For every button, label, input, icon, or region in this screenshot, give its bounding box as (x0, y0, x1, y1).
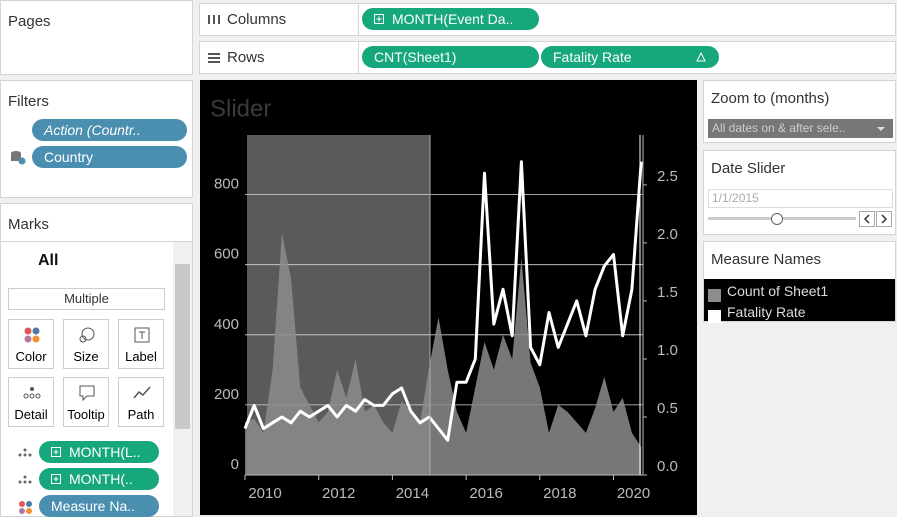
slider-thumb[interactable] (771, 213, 783, 225)
legend-label: Count of Sheet1 (727, 283, 829, 299)
y2-tick-label: 0.0 (657, 458, 678, 475)
dropdown-arrow (877, 127, 885, 131)
rows-pill[interactable]: Fatality Rate (541, 46, 719, 68)
zoom-title: Zoom to (months) (711, 90, 830, 107)
y-tick-label: 800 (214, 176, 239, 193)
filter-pill[interactable]: Country (32, 146, 187, 168)
pages-title: Pages (8, 13, 51, 30)
x-tick-label: 2010 (248, 485, 281, 502)
scrollbar[interactable] (173, 242, 192, 516)
x-tick-label: 2016 (469, 485, 502, 502)
x-tick-label: 2020 (617, 485, 650, 502)
x-tick-label: 2018 (543, 485, 576, 502)
slider-arrows[interactable] (859, 211, 893, 227)
x-tick-label: 2012 (322, 485, 355, 502)
date-slider-card: Date Slider 1/1/2015 (703, 150, 896, 235)
date-input[interactable]: 1/1/2015 (708, 189, 893, 208)
columns-pill[interactable]: MONTH(Event Da.. (362, 8, 539, 30)
y2-tick-label: 2.0 (657, 226, 678, 243)
button-label: Color (15, 349, 47, 364)
legend-swatch: #8c8c8c (708, 289, 721, 302)
marks-pill[interactable]: MONTH(L.. (39, 441, 159, 463)
chart: Slider 0 200 400 600 800 0.0 0.5 1.0 1.5 2.0 2.5 20… (200, 80, 697, 515)
rows-label: Rows (227, 49, 265, 66)
chart-title: Slider (210, 95, 271, 122)
y-tick-label: 0 (231, 456, 239, 473)
columns-shelf: Columns MONTH(Event Da.. (199, 3, 896, 36)
plus-icon (374, 14, 384, 24)
filters-panel: Filters Action (Countr.. Country (0, 80, 193, 198)
plus-icon (51, 474, 61, 484)
button-label: Tooltip (67, 407, 105, 422)
plus-icon (51, 447, 61, 457)
columns-label: Columns (227, 11, 287, 28)
legend-swatch: #ffffff (708, 310, 721, 323)
marks-panel: Marks All Multiple Color Size Label Deta… (0, 203, 193, 517)
delta-icon (696, 52, 706, 62)
button-label: Path (127, 407, 155, 422)
detail-icon (18, 475, 32, 484)
filters-title: Filters (8, 93, 49, 110)
rows-icon (208, 53, 220, 63)
rows-pill[interactable]: CNT(Sheet1) (362, 46, 539, 68)
zoom-dropdown[interactable]: All dates on & after sele.. (708, 119, 893, 138)
legend-title: Measure Names (711, 251, 822, 268)
button-label: Label (125, 349, 157, 364)
x-tick-label: 2014 (396, 485, 429, 502)
marks-pill[interactable]: Measure Na.. (39, 495, 159, 517)
marks-title: Marks (8, 216, 49, 233)
filter-pill[interactable]: Action (Countr.. (32, 119, 187, 141)
mark-type-dropdown[interactable]: Multiple (8, 288, 165, 310)
datasource-icon (11, 151, 26, 165)
legend-card: Measure Names #8c8c8c Count of Sheet1 #fff… (703, 241, 896, 323)
marks-pill[interactable]: MONTH(.. (39, 468, 159, 490)
count-area (245, 233, 642, 475)
button-label: Size (73, 349, 99, 364)
legend-label: Fatality Rate (727, 304, 806, 320)
y2-tick-label: 1.5 (657, 284, 678, 301)
zoom-card: Zoom to (months) All dates on & after se… (703, 80, 896, 143)
y-tick-label: 600 (214, 246, 239, 263)
legend-item[interactable]: #ffffff Fatality Rate (708, 303, 806, 323)
y2-tick-label: 1.0 (657, 342, 678, 359)
marks-button[interactable]: Label (118, 319, 164, 369)
date-slider-title: Date Slider (711, 160, 786, 177)
y-tick-label: 200 (214, 386, 239, 403)
y2-tick-label: 0.5 (657, 400, 678, 417)
marks-button[interactable]: Path (118, 377, 164, 427)
y2-tick-label: 2.5 (657, 168, 678, 185)
marks-level: All (38, 252, 59, 269)
marks-button[interactable]: Size (63, 319, 109, 369)
legend-item[interactable]: #8c8c8c Count of Sheet1 (708, 282, 829, 302)
marks-button[interactable]: Color (8, 319, 54, 369)
marks-button[interactable]: Detail (8, 377, 54, 427)
button-label: Detail (14, 407, 48, 422)
marks-button[interactable]: Tooltip (63, 377, 109, 427)
color-icon (19, 501, 32, 514)
detail-icon (18, 448, 32, 457)
rate-line (243, 160, 643, 442)
y-tick-label: 400 (214, 316, 239, 333)
pages-panel: Pages (0, 0, 193, 75)
rows-shelf: Rows CNT(Sheet1) Fatality Rate (199, 41, 896, 74)
columns-icon (208, 15, 220, 24)
